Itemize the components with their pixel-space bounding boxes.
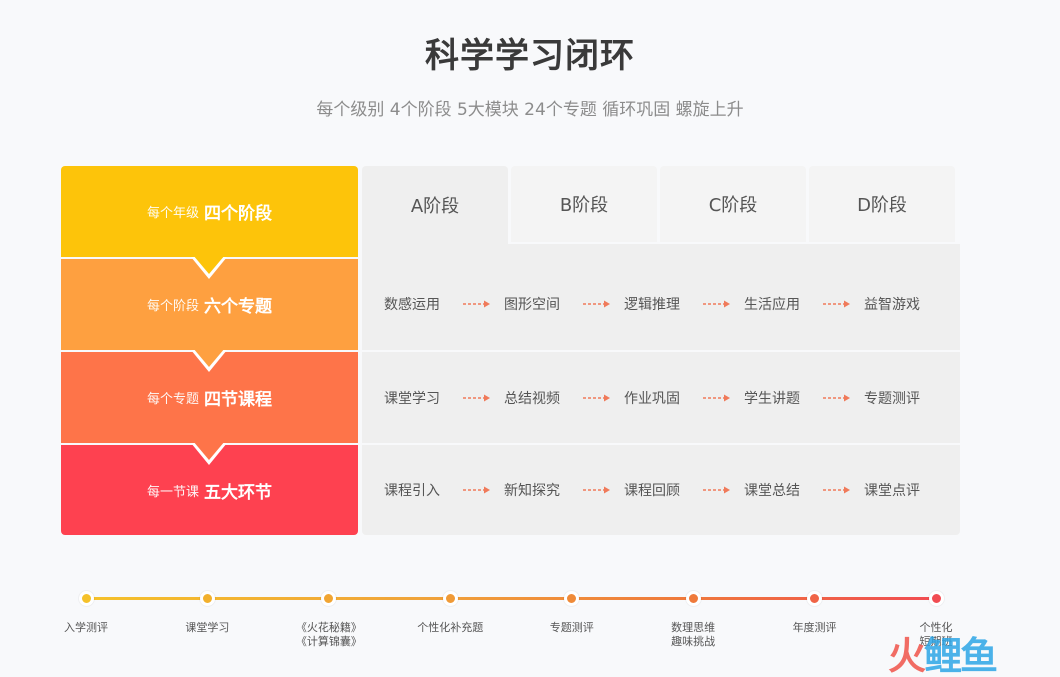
dashed-arrow-icon [578,393,624,403]
timeline-label: 个性化 短期班 [919,621,953,648]
notch-arrow [193,348,225,367]
watermark-part: 鲤鱼 [924,634,998,677]
dashed-arrow-icon [698,299,744,309]
row-topics: 数感运用 图形空间 逻辑推理 生活应用 益智游戏 [362,244,960,350]
stage-tabs: A阶段 B阶段 C阶段 D阶段 [362,166,960,244]
page-subtitle: 每个级别 4个阶段 5大模块 24个专题 循环巩固 螺旋上升 [316,100,744,120]
list-item: 逻辑推理 [624,297,680,313]
dashed-arrow-icon [458,485,504,495]
dashed-arrow-icon [578,299,624,309]
tab-stage-d[interactable]: D阶段 [809,166,955,242]
list-item: 作业巩固 [624,390,680,407]
timeline-label: 专题测评 [549,621,594,634]
left-box-small: 每个年级 [146,206,199,221]
dashed-arrow-icon [818,485,864,495]
left-box-topic: 每个专题 四节课程 [61,352,358,443]
tab-stage-c[interactable]: C阶段 [660,166,806,242]
list-item: 数感运用 [384,297,440,313]
list-item: 课堂总结 [744,483,800,499]
timeline-label: 个性化补充题 [417,621,484,634]
left-box-big: 四节课程 [204,390,272,410]
left-column: 每个年级 四个阶段 每个阶段 六个专题 每个专题 四节课程 每一节课 五大环节 [61,166,358,535]
timeline-node [928,591,944,606]
timeline-node [78,591,94,606]
left-box-small: 每一节课 [146,484,199,500]
timeline-node [807,591,823,606]
tab-stage-a[interactable]: A阶段 [362,166,508,244]
list-item: 课程回顾 [624,483,680,499]
dashed-arrow-icon [818,393,864,403]
notch-arrow [193,255,225,274]
left-box-big: 五大环节 [204,482,272,503]
timeline-line [86,597,936,600]
list-item: 总结视频 [504,390,560,407]
learning-timeline: 入学测评 课堂学习 《火花秘籍》 《计算锦囊》 个性化补充题 专题测评 数理思维 趣味挑战 年度… [0,580,1060,677]
notch-arrow [193,441,225,460]
timeline-label: 年度测评 [792,621,837,634]
page-title: 科学学习闭环 [425,36,635,76]
timeline-label: 数理思维 趣味挑战 [671,621,716,648]
list-item: 课堂学习 [384,390,440,407]
dashed-arrow-icon [458,299,504,309]
dashed-arrow-icon [818,299,864,309]
tab-stage-b[interactable]: B阶段 [511,166,657,242]
timeline-node [564,591,580,606]
watermark-logo: 火 鲤鱼 [888,628,1058,677]
timeline-node [685,591,701,606]
list-item: 学生讲题 [744,390,800,407]
timeline-node [321,591,337,606]
left-box-small: 每个阶段 [146,299,199,314]
list-item: 课程引入 [384,483,440,499]
timeline-label: 入学测评 [64,621,108,634]
dashed-arrow-icon [698,485,744,495]
dashed-arrow-icon [578,485,624,495]
dashed-arrow-icon [458,393,504,403]
list-item: 专题测评 [864,390,920,407]
row-steps: 课程引入 新知探究 课程回顾 课堂总结 课堂点评 [362,445,960,535]
dashed-arrow-icon [698,393,744,403]
list-item: 课堂点评 [864,483,920,499]
row-lessons: 课堂学习 总结视频 作业巩固 学生讲题 专题测评 [362,352,960,443]
left-box-grade: 每个年级 四个阶段 [61,166,358,257]
list-item: 益智游戏 [864,297,920,313]
left-box-small: 每个专题 [146,392,199,407]
list-item: 图形空间 [504,297,560,313]
list-item: 新知探究 [504,483,560,499]
list-item: 生活应用 [744,297,800,313]
left-box-big: 四个阶段 [204,204,272,224]
timeline-node [199,591,215,606]
timeline-label: 课堂学习 [185,621,230,634]
timeline-label: 《火花秘籍》 《计算锦囊》 [295,621,362,648]
left-box-big: 六个专题 [204,297,272,317]
content-rows: 数感运用 图形空间 逻辑推理 生活应用 益智游戏 课堂学习 总结视频 作业巩固 … [362,244,960,535]
timeline-node [442,591,458,606]
watermark-part: 火 [888,634,926,677]
